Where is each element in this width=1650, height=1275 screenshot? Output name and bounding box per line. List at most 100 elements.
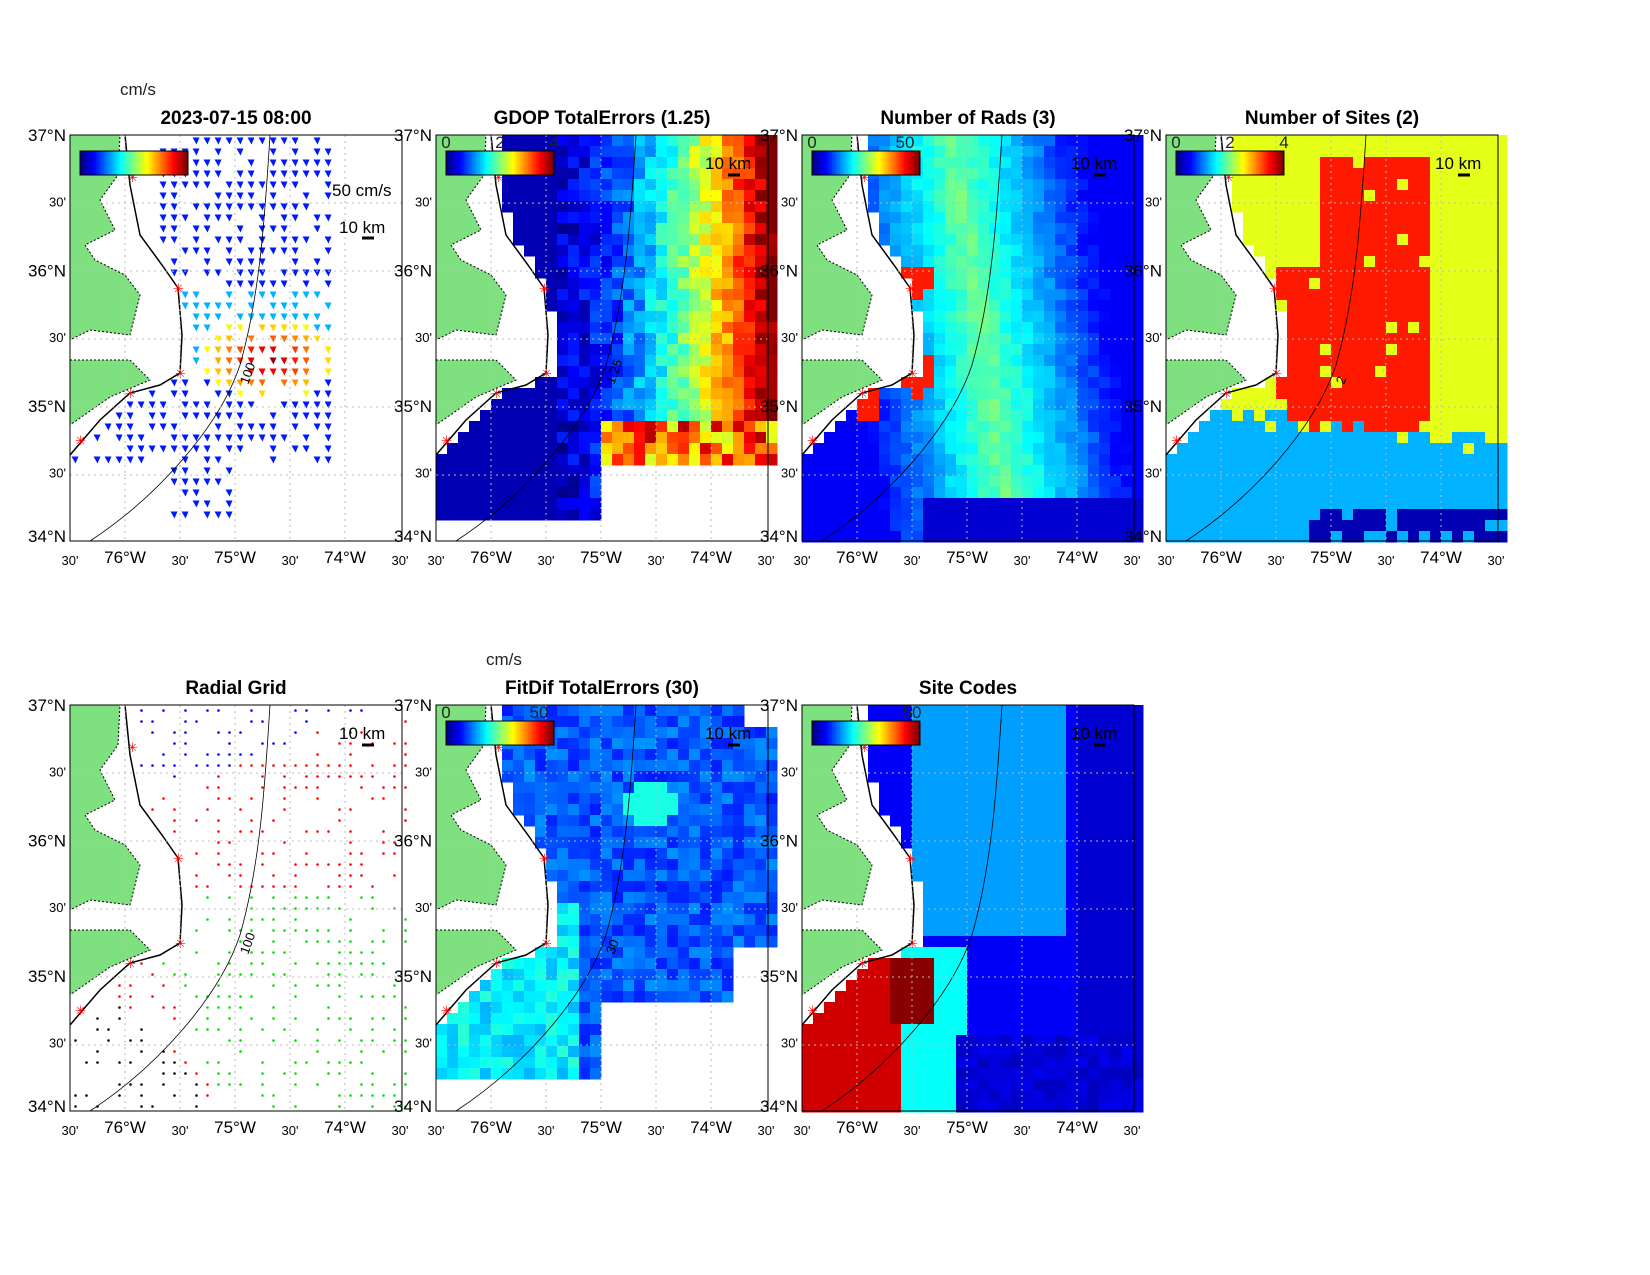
colorbar-segment xyxy=(448,721,451,745)
current-vector xyxy=(192,412,200,420)
heatmap-cell xyxy=(879,793,891,805)
heatmap-cell xyxy=(623,212,635,224)
heatmap-cell xyxy=(656,245,668,257)
colorbar-segment xyxy=(854,151,857,175)
colorbar-segment xyxy=(540,721,543,745)
panel-title: Number of Sites (2) xyxy=(1245,108,1419,129)
heatmap-cell xyxy=(879,179,891,191)
radial-grid-point xyxy=(305,1061,308,1064)
heatmap-cell xyxy=(1254,410,1266,422)
heatmap-cell xyxy=(678,355,690,367)
current-vector xyxy=(192,445,200,453)
current-vector xyxy=(126,401,134,409)
heatmap-cell xyxy=(722,782,734,794)
heatmap-cell xyxy=(590,366,602,378)
heatmap-cell xyxy=(689,300,701,312)
heatmap-cell xyxy=(678,300,690,312)
heatmap-cell xyxy=(1331,344,1343,356)
heatmap-cell xyxy=(502,487,514,499)
heatmap-cell xyxy=(590,421,602,433)
heatmap-cell xyxy=(656,969,668,981)
radial-grid-point xyxy=(360,709,363,712)
heatmap-cell xyxy=(945,432,957,444)
heatmap-cell xyxy=(480,1057,492,1069)
colorbar-segment xyxy=(528,151,531,175)
heatmap-cell xyxy=(1430,300,1442,312)
heatmap-cell xyxy=(535,1046,547,1058)
radial-grid-point xyxy=(338,863,341,866)
heatmap-cell xyxy=(923,837,935,849)
heatmap-cell xyxy=(755,223,767,235)
colorbar-segment xyxy=(1256,151,1259,175)
heatmap-cell xyxy=(667,377,679,389)
radial-grid-point xyxy=(195,819,198,822)
heatmap-cell xyxy=(711,892,723,904)
heatmap-cell xyxy=(513,388,525,400)
heatmap-cell xyxy=(1077,168,1089,180)
heatmap-cell xyxy=(1287,509,1299,521)
heatmap-cell xyxy=(491,1024,503,1036)
radial-grid-point xyxy=(217,1072,220,1075)
heatmap-cell xyxy=(1309,388,1321,400)
heatmap-cell xyxy=(436,454,448,466)
heatmap-cell xyxy=(1375,212,1387,224)
heatmap-cell xyxy=(1000,531,1012,543)
heatmap-cell xyxy=(766,837,778,849)
heatmap-cell xyxy=(656,848,668,860)
heatmap-cell xyxy=(1000,201,1012,213)
heatmap-cell xyxy=(1397,245,1409,257)
heatmap-cell xyxy=(989,771,1001,783)
heatmap-cell xyxy=(722,760,734,772)
current-vector xyxy=(214,346,222,354)
radial-grid-point xyxy=(316,764,319,767)
heatmap-cell xyxy=(513,179,525,191)
radial-grid-point xyxy=(393,841,396,844)
current-vector xyxy=(203,313,211,321)
current-vector xyxy=(313,456,321,464)
lon-tick-label: 30' xyxy=(428,1123,445,1138)
heatmap-cell xyxy=(1055,267,1067,279)
heatmap-cell xyxy=(1474,256,1486,268)
heatmap-cell xyxy=(766,377,778,389)
radial-grid-point xyxy=(195,951,198,954)
heatmap-cell xyxy=(879,487,891,499)
current-vector xyxy=(192,291,200,299)
current-vector xyxy=(192,203,200,211)
heatmap-cell xyxy=(967,465,979,477)
heatmap-cell xyxy=(1110,804,1122,816)
heatmap-cell xyxy=(1320,476,1332,488)
heatmap-cell xyxy=(1353,179,1365,191)
heatmap-cell xyxy=(1066,157,1078,169)
heatmap-cell xyxy=(546,443,558,455)
heatmap-cell xyxy=(700,311,712,323)
radial-grid-point xyxy=(294,918,297,921)
heatmap-cell xyxy=(711,212,723,224)
current-vector xyxy=(324,456,332,464)
heatmap-cell xyxy=(1254,234,1266,246)
heatmap-cell xyxy=(1375,498,1387,510)
colorbar-segment xyxy=(510,151,513,175)
heatmap-cell xyxy=(700,804,712,816)
heatmap-cell xyxy=(901,487,913,499)
heatmap-cell xyxy=(1441,223,1453,235)
heatmap-cell xyxy=(689,179,701,191)
heatmap-cell xyxy=(744,245,756,257)
heatmap-cell xyxy=(1177,476,1189,488)
heatmap-cell xyxy=(711,344,723,356)
heatmap-cell xyxy=(1022,705,1034,717)
colorbar-segment xyxy=(514,721,517,745)
heatmap-cell xyxy=(989,509,1001,521)
heatmap-cell xyxy=(802,454,814,466)
heatmap-cell xyxy=(956,410,968,422)
heatmap-cell xyxy=(733,157,745,169)
heatmap-cell xyxy=(1265,487,1277,499)
heatmap-cell xyxy=(700,267,712,279)
heatmap-cell xyxy=(634,410,646,422)
lon-tick-label: 76°W xyxy=(836,548,878,567)
heatmap-cell xyxy=(755,190,767,202)
heatmap-cell xyxy=(601,355,613,367)
heatmap-cell xyxy=(1463,432,1475,444)
heatmap-cell xyxy=(766,388,778,400)
heatmap-cell xyxy=(744,432,756,444)
heatmap-cell xyxy=(1463,212,1475,224)
